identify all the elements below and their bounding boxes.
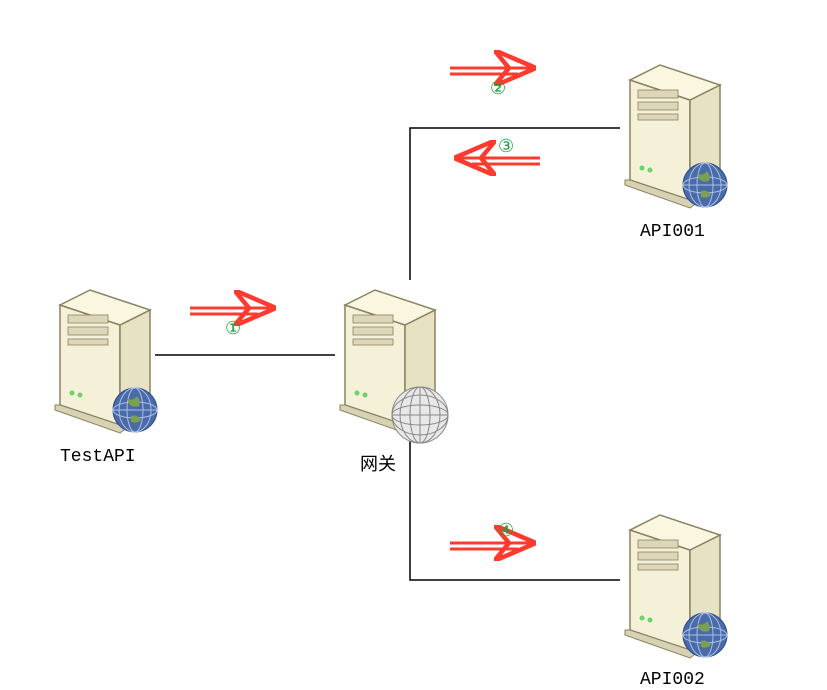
node-testapi <box>55 290 157 433</box>
step-label-4: ④ <box>498 520 514 541</box>
step-label-3: ③ <box>498 136 514 157</box>
label-testapi: TestAPI <box>60 447 136 467</box>
diagram-canvas: TestAPI 网关 API001 API002 ① ② ③ ④ <box>0 0 827 690</box>
step-label-2: ② <box>490 78 506 99</box>
step-label-1: ① <box>225 318 241 339</box>
nodes-layer <box>0 0 827 690</box>
label-gateway: 网关 <box>360 450 396 476</box>
node-api002 <box>625 515 727 658</box>
node-api001 <box>625 65 727 208</box>
label-api002: API002 <box>640 670 705 690</box>
label-api001: API001 <box>640 222 705 242</box>
node-gateway <box>340 290 448 443</box>
